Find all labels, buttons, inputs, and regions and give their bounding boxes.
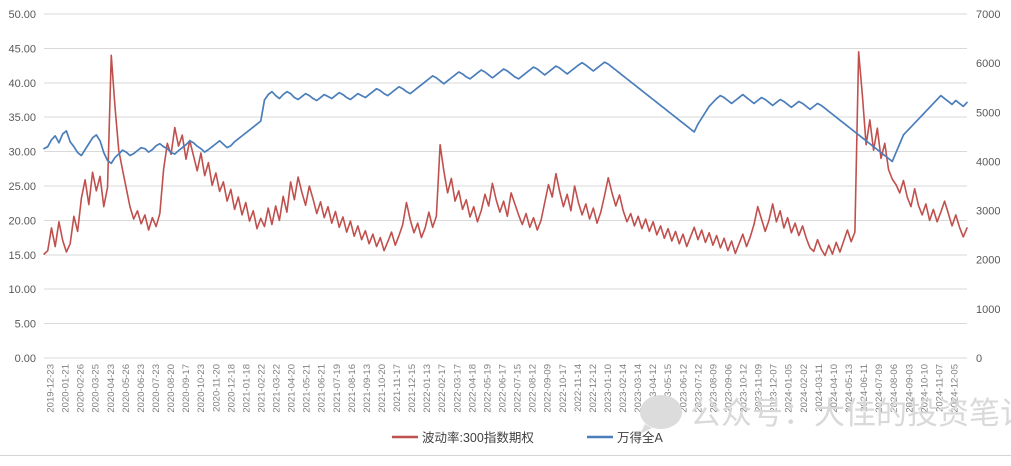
x-axis-tick-label: 2020-08-20	[166, 364, 177, 413]
x-axis-tick-label: 2020-05-26	[121, 364, 132, 413]
x-axis-tick-label: 2020-02-26	[76, 364, 87, 413]
x-axis-tick-label: 2022-12-12	[588, 364, 599, 413]
x-axis-tick-label: 2022-02-17	[437, 364, 448, 413]
x-axis-tick-label: 2024-06-11	[859, 364, 870, 412]
series-line-2	[43, 61, 968, 165]
x-axis-tick-label: 2023-03-14	[633, 364, 644, 413]
x-axis-tick-label: 2022-06-17	[498, 364, 509, 413]
x-axis-tick-label: 2023-10-12	[739, 364, 750, 413]
y-axis-right-tick: 2000	[976, 255, 1000, 267]
y-axis-left-tick: 15.00	[8, 250, 36, 262]
x-axis-tick-label: 2020-10-23	[196, 364, 207, 413]
x-axis-ticks-group: 2019-12-23 2020-01-21 2020-02-26 2020-03-25…	[46, 364, 961, 413]
x-axis-tick-label: 2023-05-15	[663, 364, 674, 413]
x-axis-tick-label: 2023-08-09	[708, 364, 719, 413]
x-axis-tick-label: 2024-01-05	[784, 364, 795, 413]
y-axis-left-tick: 40.00	[8, 78, 36, 90]
x-axis-tick-label: 2022-11-14	[573, 364, 584, 412]
x-axis-tick-label: 2021-09-13	[362, 364, 373, 413]
x-axis-tick-label: 2021-05-21	[302, 364, 313, 413]
watermark: 公众号：大佳的投资笔记	[640, 395, 1011, 434]
wechat-icon-tail	[640, 424, 652, 434]
x-axis-tick-label: 2023-11-09	[754, 364, 765, 412]
x-axis-tick-label: 2022-04-18	[467, 364, 478, 413]
x-axis-tick-label: 2021-01-18	[241, 364, 252, 413]
x-axis-tick-label: 2020-11-20	[211, 364, 222, 412]
x-axis-tick-label: 2022-07-15	[513, 364, 524, 413]
x-axis-tick-label: 2022-10-17	[558, 364, 569, 413]
series-line-1	[43, 51, 968, 257]
x-axis-tick-label: 2021-11-17	[392, 364, 403, 412]
x-axis-tick-label: 2020-09-17	[181, 364, 192, 413]
x-axis-tick-label: 2021-06-21	[317, 364, 328, 413]
x-axis-tick-label: 2021-10-20	[377, 364, 388, 413]
legend-label-2: 万得全A	[617, 430, 664, 445]
y-axis-left-tick: 20.00	[8, 215, 36, 227]
legend-label-1: 波动率:300指数期权	[422, 430, 534, 445]
gridlines-group	[44, 13, 967, 359]
x-axis-tick-label: 2022-09-09	[543, 364, 554, 413]
y-axis-left-tick: 5.00	[15, 319, 36, 331]
x-axis-tick-label: 2022-05-19	[482, 364, 493, 413]
y-axis-left-tick: 50.00	[8, 9, 36, 21]
y-axis-left-tick: 45.00	[8, 43, 36, 55]
x-axis-tick-label: 2023-09-06	[724, 364, 735, 413]
y-axis-right-tick: 1000	[976, 304, 1000, 316]
x-axis-tick-label: 2024-12-05	[950, 364, 961, 413]
x-axis-tick-label: 2020-03-25	[91, 364, 102, 413]
x-axis-tick-label: 2021-12-15	[407, 364, 418, 413]
y-axis-left-tick: 10.00	[8, 284, 36, 296]
y-axis-right-tick: 0	[976, 353, 982, 365]
y-axis-right-tick: 6000	[976, 58, 1000, 70]
x-axis-tick-label: 2020-06-23	[136, 364, 147, 413]
x-axis-tick-label: 2024-11-07	[934, 364, 945, 412]
x-axis-tick-label: 2024-10-10	[919, 364, 930, 413]
x-axis-tick-label: 2020-04-23	[106, 364, 117, 413]
y-axis-left-tick: 35.00	[8, 112, 36, 124]
x-axis-tick-label: 2021-03-22	[272, 364, 283, 413]
x-axis-tick-label: 2022-08-12	[528, 364, 539, 413]
x-axis-tick-label: 2022-03-17	[452, 364, 463, 413]
legend: 波动率:300指数期权 万得全A	[392, 430, 664, 445]
watermark-label: 公众号：大佳的投资笔记	[690, 396, 1011, 432]
wechat-icon	[640, 395, 682, 429]
x-axis-tick-label: 2024-05-13	[844, 364, 855, 413]
x-axis-tick-label: 2024-07-09	[874, 364, 885, 413]
x-axis-tick-label: 2022-01-13	[422, 364, 433, 413]
x-axis-tick-label: 2021-08-16	[347, 364, 358, 413]
y-axis-right-tick: 5000	[976, 107, 1000, 119]
x-axis-tick-label: 2023-07-12	[693, 364, 704, 413]
x-axis-tick-label: 2023-01-10	[603, 364, 614, 413]
x-axis-tick-label: 2019-12-23	[46, 364, 57, 413]
x-axis-tick-label: 2021-07-19	[332, 364, 343, 413]
x-axis-tick-label: 2024-08-06	[889, 364, 900, 413]
x-axis-tick-label: 2024-09-03	[904, 364, 915, 413]
x-axis-tick-label: 2020-12-18	[226, 364, 237, 413]
y-axis-right-tick: 3000	[976, 206, 1000, 218]
x-axis-tick-label: 2023-02-14	[618, 364, 629, 413]
y-axis-right-tick: 4000	[976, 156, 1000, 168]
y-axis-right-tick: 7000	[976, 9, 1000, 21]
x-axis-tick-label: 2024-04-10	[829, 364, 840, 413]
x-axis-tick-label: 2024-02-02	[799, 364, 810, 413]
x-axis-tick-label: 2023-12-07	[769, 364, 780, 413]
y-axis-left-tick: 30.00	[8, 147, 36, 159]
y-axis-left-tick: 0.00	[15, 353, 36, 365]
x-axis-tick-label: 2020-07-23	[151, 364, 162, 413]
x-axis-tick-label: 2023-04-12	[648, 364, 659, 413]
x-axis-tick-label: 2023-06-12	[678, 364, 689, 413]
y-axis-left-tick: 25.00	[8, 181, 36, 193]
x-axis-tick-label: 2021-02-22	[257, 364, 268, 413]
x-axis-tick-label: 2024-03-11	[814, 364, 825, 412]
x-axis-tick-label: 2021-04-20	[287, 364, 298, 413]
x-axis-tick-label: 2020-01-21	[61, 364, 72, 413]
